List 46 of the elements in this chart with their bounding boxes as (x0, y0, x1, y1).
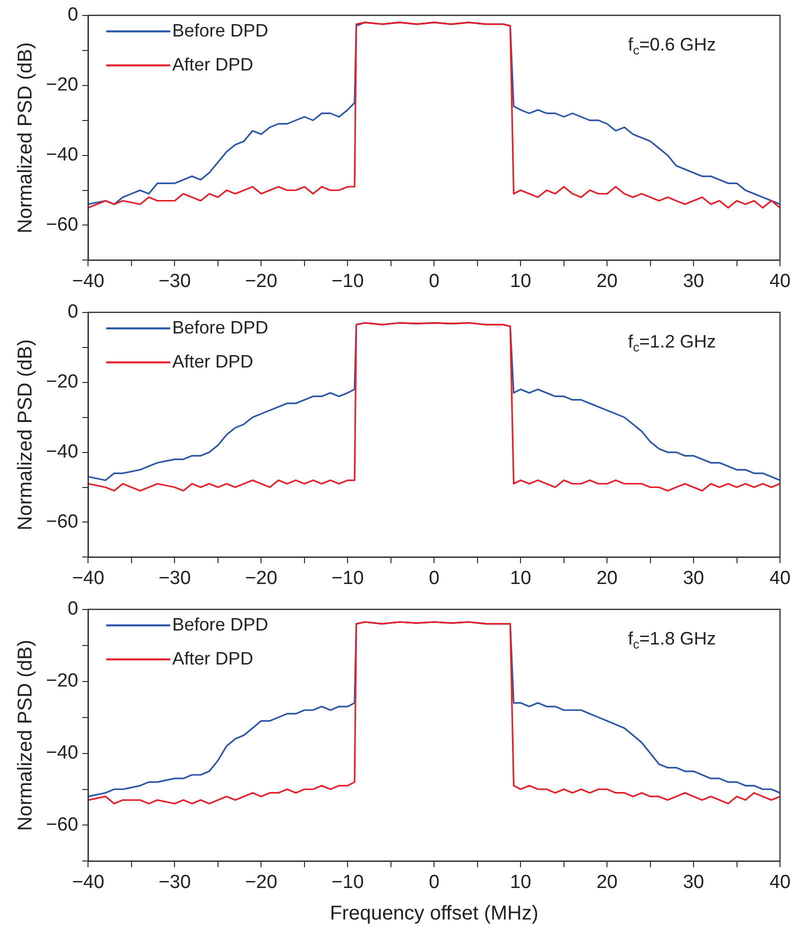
x-tick-label: −30 (158, 568, 191, 589)
x-tick-label: 10 (510, 270, 532, 292)
x-tick-label: 0 (428, 872, 440, 893)
x-tick-label: −20 (245, 270, 278, 292)
legend-label: After DPD (172, 351, 254, 372)
x-tick-label: −10 (332, 270, 364, 292)
y-tick-label: −40 (46, 144, 78, 166)
y-tick-label: −60 (46, 814, 78, 836)
x-tick-label: 0 (428, 270, 440, 292)
y-tick-label: −60 (46, 511, 78, 532)
x-tick-label: 40 (769, 568, 791, 589)
y-tick-label: 0 (68, 598, 78, 620)
legend-label: Before DPD (172, 614, 268, 634)
x-tick-label: 20 (596, 568, 618, 589)
x-tick-label: 30 (682, 270, 704, 292)
x-tick-label: 40 (769, 872, 791, 893)
x-tick-label: 30 (682, 872, 704, 893)
x-tick-label: 20 (596, 270, 618, 292)
legend-label: Before DPD (172, 20, 268, 40)
legend-label: After DPD (172, 54, 254, 74)
y-tick-label: 0 (68, 302, 78, 323)
x-tick-label: −10 (332, 568, 364, 589)
y-tick-label: −20 (46, 670, 78, 692)
y-axis-title: Normalized PSD (dB) (14, 42, 37, 234)
y-tick-label: −20 (46, 74, 78, 96)
y-axis-title: Normalized PSD (dB) (14, 640, 37, 831)
x-tick-label: −10 (332, 872, 364, 893)
x-tick-label: 10 (510, 872, 532, 893)
y-axis-title: Normalized PSD (dB) (14, 339, 37, 530)
y-tick-label: −60 (46, 214, 78, 236)
x-tick-label: 10 (510, 568, 532, 589)
x-tick-label: 0 (428, 568, 440, 589)
y-tick-label: 0 (68, 4, 78, 26)
x-axis-title: Frequency offset (MHz) (330, 902, 538, 925)
x-tick-label: 40 (769, 270, 791, 292)
x-tick-label: −30 (158, 872, 191, 893)
legend-label: Before DPD (172, 317, 268, 338)
y-tick-label: −40 (46, 442, 78, 463)
x-tick-label: 30 (682, 568, 704, 589)
x-tick-label: 20 (596, 872, 618, 893)
y-tick-label: −40 (46, 742, 78, 764)
y-tick-label: −20 (46, 372, 78, 393)
x-tick-label: −20 (245, 872, 278, 893)
legend-label: After DPD (172, 648, 254, 668)
x-tick-label: −30 (158, 270, 191, 292)
x-tick-label: −20 (245, 568, 278, 589)
